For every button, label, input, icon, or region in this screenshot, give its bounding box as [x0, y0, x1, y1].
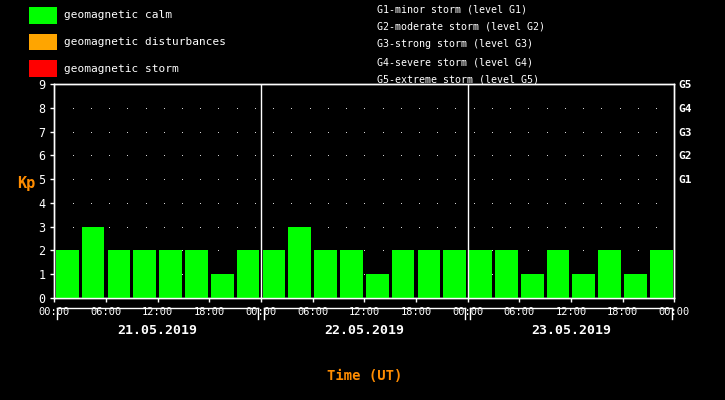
- Text: G1-minor storm (level G1): G1-minor storm (level G1): [377, 4, 527, 14]
- Text: 23.05.2019: 23.05.2019: [531, 324, 611, 336]
- Bar: [107, 250, 130, 298]
- Bar: [392, 250, 415, 298]
- Text: G5-extreme storm (level G5): G5-extreme storm (level G5): [377, 75, 539, 85]
- Text: 22.05.2019: 22.05.2019: [324, 324, 405, 336]
- Text: G4-severe storm (level G4): G4-severe storm (level G4): [377, 57, 533, 67]
- Bar: [444, 250, 466, 298]
- Bar: [262, 250, 285, 298]
- Bar: [160, 250, 182, 298]
- Bar: [340, 250, 362, 298]
- Bar: [366, 274, 389, 298]
- Bar: [624, 274, 647, 298]
- Bar: [211, 274, 233, 298]
- Bar: [29, 7, 57, 24]
- Text: geomagnetic storm: geomagnetic storm: [64, 64, 178, 74]
- Text: G2-moderate storm (level G2): G2-moderate storm (level G2): [377, 22, 545, 32]
- Bar: [56, 250, 78, 298]
- Bar: [289, 227, 311, 298]
- Bar: [29, 34, 57, 50]
- Text: 21.05.2019: 21.05.2019: [117, 324, 198, 336]
- Bar: [185, 250, 208, 298]
- Bar: [521, 274, 544, 298]
- Text: G3-strong storm (level G3): G3-strong storm (level G3): [377, 40, 533, 50]
- Bar: [237, 250, 260, 298]
- Bar: [82, 227, 104, 298]
- Bar: [650, 250, 673, 298]
- Text: geomagnetic calm: geomagnetic calm: [64, 10, 172, 20]
- Bar: [573, 274, 595, 298]
- Bar: [314, 250, 337, 298]
- Text: geomagnetic disturbances: geomagnetic disturbances: [64, 37, 225, 47]
- Bar: [29, 60, 57, 77]
- Bar: [495, 250, 518, 298]
- Bar: [133, 250, 156, 298]
- Bar: [598, 250, 621, 298]
- Bar: [469, 250, 492, 298]
- Bar: [418, 250, 440, 298]
- Y-axis label: Kp: Kp: [17, 176, 36, 191]
- Text: Time (UT): Time (UT): [327, 369, 402, 383]
- Bar: [547, 250, 569, 298]
